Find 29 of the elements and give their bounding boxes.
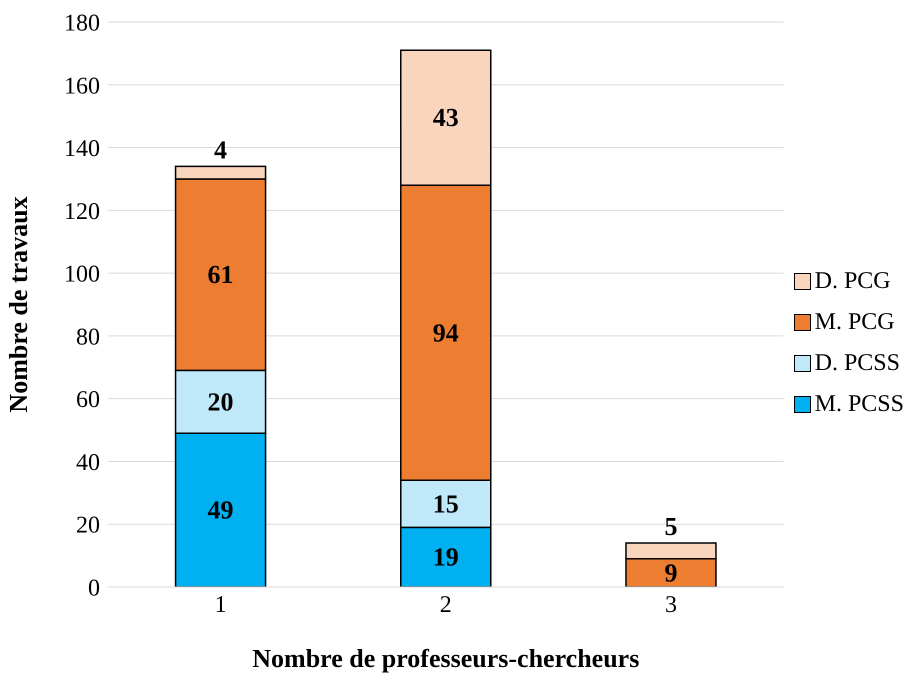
x-tick-label: 1 <box>214 592 227 618</box>
data-label: 9 <box>664 558 678 588</box>
y-tick-label: 160 <box>64 73 100 100</box>
y-tick-label: 20 <box>76 512 100 539</box>
y-tick-label: 140 <box>64 136 100 162</box>
data-label: 49 <box>208 496 234 525</box>
x-axis-title: Nombre de professeurs-chercheurs <box>252 644 640 673</box>
y-tick-label: 40 <box>76 450 100 476</box>
data-label: 15 <box>432 489 459 518</box>
y-tick-label: 120 <box>64 198 100 225</box>
data-label: 19 <box>432 542 459 572</box>
data-label: 5 <box>664 512 678 542</box>
legend-label: M. PCG <box>814 308 895 336</box>
legend-label: D. PCSS <box>814 350 900 376</box>
y-tick-label: 100 <box>64 262 100 288</box>
legend-label: M. PCSS <box>814 390 904 418</box>
data-label: 61 <box>208 260 234 290</box>
y-axis-title: Nombre de travaux <box>4 196 34 413</box>
data-label: 43 <box>432 103 459 132</box>
y-tick-label: 80 <box>76 324 100 350</box>
legend-label: D. PCG <box>814 268 891 294</box>
y-tick-label: 0 <box>88 576 100 602</box>
data-label: 20 <box>208 387 234 416</box>
x-tick-label: 3 <box>665 592 678 618</box>
y-tick-label: 60 <box>76 387 100 414</box>
data-label: 4 <box>214 135 228 164</box>
data-label: 94 <box>432 318 459 348</box>
x-tick-label: 2 <box>440 592 452 618</box>
y-tick-label: 180 <box>64 10 100 37</box>
